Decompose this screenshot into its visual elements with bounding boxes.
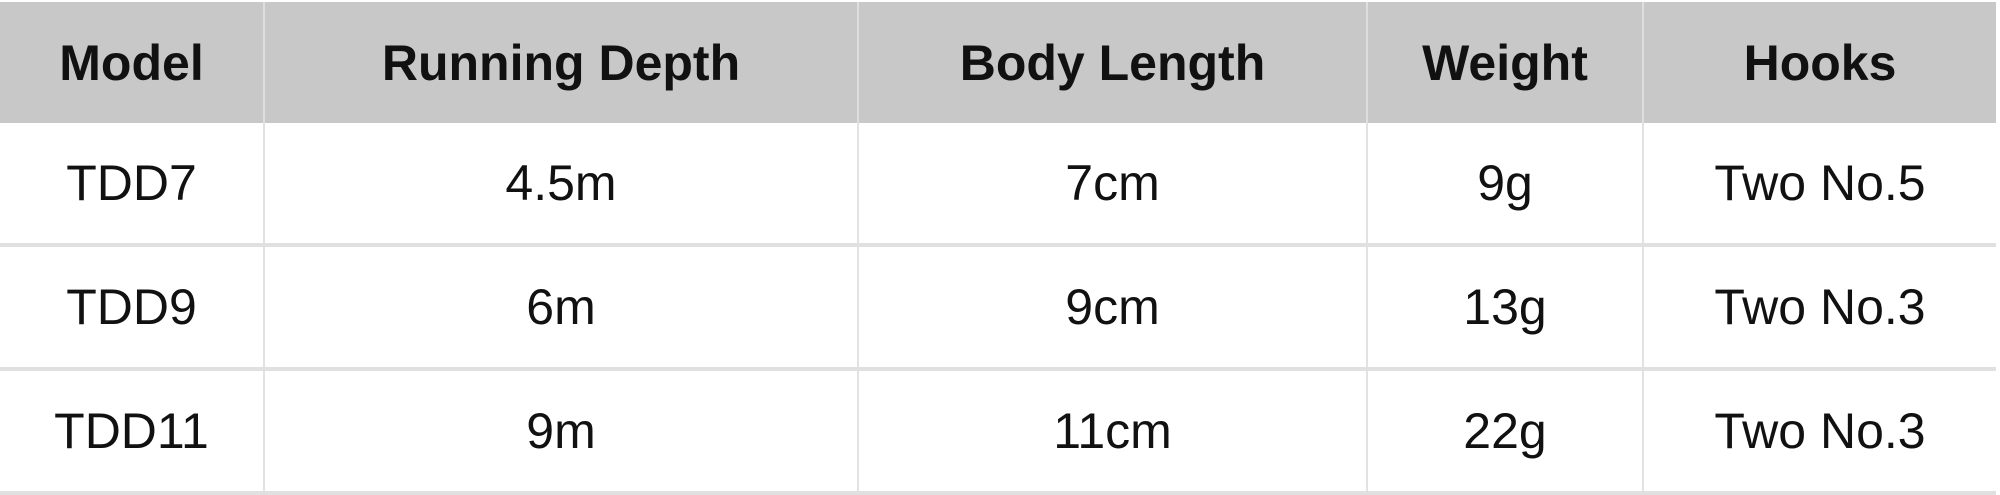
cell-model: TDD7 [0, 123, 265, 247]
cell-body-length: 9cm [858, 245, 1368, 371]
cell-hooks: Two No.3 [1643, 369, 1996, 495]
cell-hooks: Two No.3 [1643, 245, 1996, 371]
cell-weight: 9g [1367, 123, 1644, 247]
header-running-depth: Running Depth [264, 2, 859, 123]
cell-weight: 22g [1367, 369, 1644, 495]
table-row: TDD11 9m 11cm 22g Two No.3 [0, 369, 1996, 495]
cell-running-depth: 9m [264, 369, 859, 495]
cell-body-length: 7cm [858, 123, 1368, 247]
cell-model: TDD9 [0, 245, 265, 371]
header-row: Model Running Depth Body Length Weight H… [0, 2, 1996, 123]
header-model: Model [0, 2, 265, 123]
cell-weight: 13g [1367, 245, 1644, 371]
table-row: TDD7 4.5m 7cm 9g Two No.5 [0, 123, 1996, 247]
header-hooks: Hooks [1643, 2, 1996, 123]
cell-hooks: Two No.5 [1643, 123, 1996, 247]
header-body-length: Body Length [858, 2, 1368, 123]
table-row: TDD9 6m 9cm 13g Two No.3 [0, 245, 1996, 371]
cell-running-depth: 6m [264, 245, 859, 371]
header-weight: Weight [1367, 2, 1644, 123]
cell-running-depth: 4.5m [264, 123, 859, 247]
cell-body-length: 11cm [858, 369, 1368, 495]
cell-model: TDD11 [0, 369, 265, 495]
